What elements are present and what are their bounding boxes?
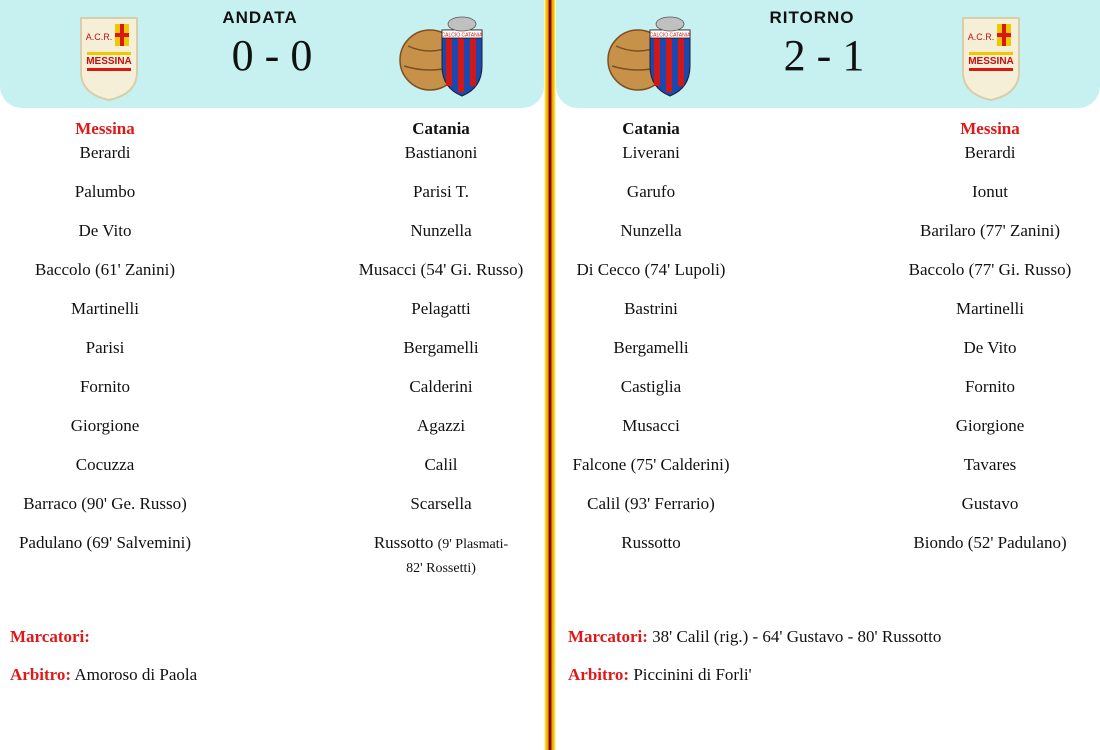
player-name: Parisi T.	[412, 182, 470, 201]
messina-crest-text2: MESSINA	[86, 56, 132, 67]
andata-home-team: Messina	[75, 119, 135, 138]
player-name: Bergamelli	[403, 338, 479, 357]
player-name: De Vito	[78, 221, 132, 240]
player-name-with-subs: Russotto (9' Plasmati- 82' Rossetti)	[311, 532, 571, 576]
player-name: Scarsella	[410, 494, 472, 513]
catania-crest-text: CALCIO CATANIA	[442, 33, 484, 39]
player-name: Russotto	[373, 533, 434, 552]
ritorno-away-lineup: Messina Berardi Ionut Barilaro (77' Zani…	[860, 116, 1100, 571]
andata-title: ANDATA	[222, 8, 298, 27]
andata-arbitro: Arbitro: Amoroso di Paola	[10, 665, 197, 685]
player-name: Giorgione	[955, 416, 1025, 435]
player-name: Biondo (52' Padulano)	[913, 533, 1067, 552]
arbitro-value: Amoroso di Paola	[74, 665, 198, 684]
catania-crest-icon: CALCIO CATANIA	[399, 16, 484, 97]
player-name: Calderini	[409, 377, 473, 396]
player-name: Bastianoni	[404, 143, 478, 162]
player-sub: 82' Rossetti)	[406, 561, 476, 576]
player-name: Nunzella	[620, 221, 682, 240]
player-name: Pelagatti	[411, 299, 471, 318]
player-name: Berardi	[79, 143, 131, 162]
andata-away-team: Catania	[412, 119, 470, 138]
marcatori-label: Marcatori:	[10, 627, 90, 646]
messina-crest-icon: A.C.R. MESSINA	[962, 17, 1020, 102]
player-name: Giorgione	[70, 416, 140, 435]
marcatori-value: 38' Calil (rig.) - 64' Gustavo - 80' Rus…	[652, 627, 942, 646]
messina-crest-text2: MESSINA	[968, 56, 1014, 67]
andata-home-lineup: Messina Berardi Palumbo De Vito Baccolo …	[0, 116, 235, 571]
player-name: Calil	[424, 455, 458, 474]
ritorno-home-lineup: Catania Liverani Garufo Nunzella Di Cecc…	[521, 116, 781, 571]
player-name: Garufo	[626, 182, 676, 201]
catania-crest-text: CALCIO CATANIA	[650, 33, 692, 39]
player-name: Berardi	[964, 143, 1016, 162]
ritorno-panel: RITORNO 2 - 1 CALCIO CATANIA A.C.R. MESS…	[556, 0, 1100, 750]
andata-panel: ANDATA 0 - 0 A.C.R. MESSINA CALCIO CATAN…	[0, 0, 544, 750]
ritorno-score: 2 - 1	[783, 31, 865, 80]
ritorno-home-team: Catania	[622, 119, 680, 138]
player-name: Calil (93' Ferrario)	[587, 494, 715, 513]
andata-score: 0 - 0	[231, 31, 313, 80]
player-name: Gustavo	[961, 494, 1019, 513]
player-name: Di Cecco (74' Lupoli)	[576, 260, 726, 279]
player-name: Fornito	[79, 377, 131, 396]
player-name: Bastrini	[624, 299, 678, 318]
player-name: Martinelli	[71, 299, 139, 318]
player-name: Martinelli	[956, 299, 1024, 318]
player-name: Bergamelli	[613, 338, 689, 357]
player-name: Agazzi	[416, 416, 466, 435]
player-name: Falcone (75' Calderini)	[572, 455, 730, 474]
player-name: Castiglia	[620, 377, 682, 396]
messina-crest-text1: A.C.R.	[968, 32, 995, 42]
catania-crest-icon: CALCIO CATANIA	[607, 16, 692, 97]
player-name: Barraco (90' Ge. Russo)	[23, 494, 187, 513]
marcatori-label: Marcatori:	[568, 627, 648, 646]
player-name: Barilaro (77' Zanini)	[920, 221, 1060, 240]
ritorno-header: RITORNO 2 - 1 CALCIO CATANIA A.C.R. MESS…	[556, 0, 1100, 108]
player-name: Russotto	[621, 533, 681, 552]
andata-marcatori: Marcatori:	[10, 627, 90, 647]
player-name: Parisi	[85, 338, 125, 357]
player-name: De Vito	[963, 338, 1017, 357]
ritorno-title: RITORNO	[769, 8, 855, 27]
player-name: Tavares	[963, 455, 1017, 474]
arbitro-label: Arbitro:	[568, 665, 630, 684]
player-name: Palumbo	[74, 182, 136, 201]
player-name: Baccolo (61' Zanini)	[35, 260, 175, 279]
player-name: Liverani	[622, 143, 680, 162]
messina-crest-icon: A.C.R. MESSINA	[80, 17, 138, 102]
player-name: Baccolo (77' Gi. Russo)	[908, 260, 1072, 279]
messina-crest-text1: A.C.R.	[86, 32, 113, 42]
player-name: Fornito	[964, 377, 1016, 396]
player-name: Musacci (54' Gi. Russo)	[358, 260, 524, 279]
player-name: Nunzella	[410, 221, 472, 240]
player-name: Padulano (69' Salvemini)	[18, 533, 192, 552]
arbitro-label: Arbitro:	[10, 665, 72, 684]
arbitro-value: Piccinini di Forli'	[633, 665, 752, 684]
player-name: Musacci	[622, 416, 680, 435]
ritorno-marcatori: Marcatori: 38' Calil (rig.) - 64' Gustav…	[568, 627, 941, 647]
center-divider	[544, 0, 556, 750]
player-name: Cocuzza	[75, 455, 135, 474]
andata-away-lineup: Catania Bastianoni Parisi T. Nunzella Mu…	[311, 116, 571, 576]
player-name: Ionut	[972, 182, 1008, 201]
ritorno-arbitro: Arbitro: Piccinini di Forli'	[568, 665, 752, 685]
player-sub: (9' Plasmati-	[437, 537, 509, 552]
andata-header: ANDATA 0 - 0 A.C.R. MESSINA CALCIO CATAN…	[0, 0, 544, 108]
ritorno-away-team: Messina	[960, 119, 1020, 138]
